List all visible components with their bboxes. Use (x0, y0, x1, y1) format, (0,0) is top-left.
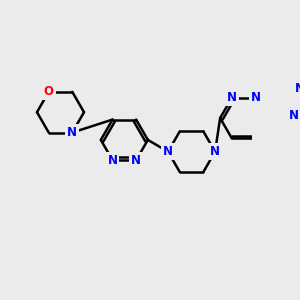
Text: N: N (163, 145, 173, 158)
Text: N: N (250, 91, 260, 104)
Text: N: N (295, 82, 300, 95)
Text: N: N (227, 91, 237, 104)
Text: N: N (289, 109, 299, 122)
Text: N: N (210, 145, 220, 158)
Text: N: N (131, 154, 141, 167)
Text: O: O (44, 85, 54, 98)
Text: N: N (67, 126, 77, 139)
Text: N: N (108, 154, 118, 167)
